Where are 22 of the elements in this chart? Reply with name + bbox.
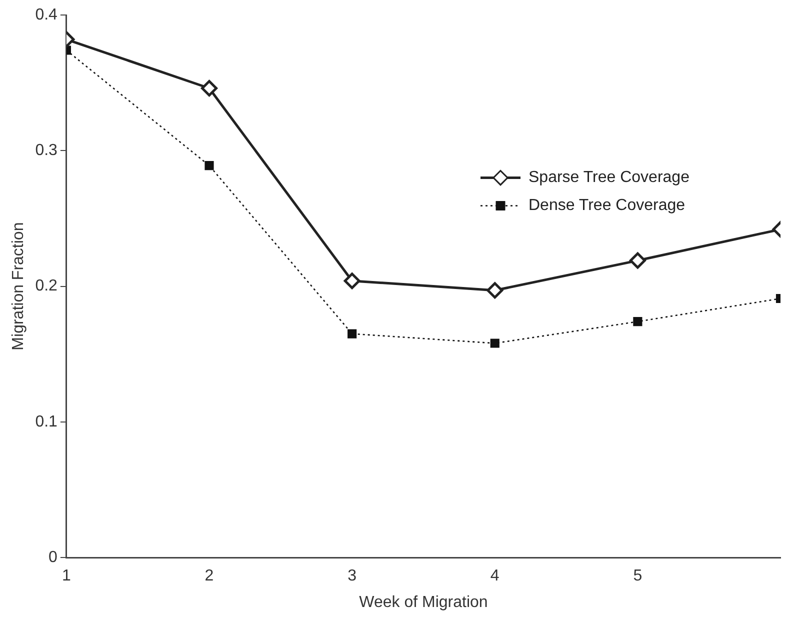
y-tick-label: 0.2 bbox=[35, 278, 58, 295]
y-tick-label: 0 bbox=[48, 549, 58, 566]
legend-label: Dense Tree Coverage bbox=[528, 197, 686, 214]
y-tick-label: 0.3 bbox=[35, 142, 58, 160]
x-tick-label: 4 bbox=[490, 568, 500, 585]
point bbox=[486, 282, 504, 299]
y-tick-label: 0.1 bbox=[35, 413, 58, 430]
point bbox=[204, 161, 214, 170]
point bbox=[633, 317, 642, 326]
y-axis-title: Migration Fraction bbox=[10, 222, 28, 350]
point bbox=[344, 272, 360, 290]
y-tick-label: 0.4 bbox=[35, 6, 58, 24]
point bbox=[348, 329, 357, 338]
x-tick-label: 5 bbox=[633, 568, 642, 585]
legend-label: Sparse Tree Coverage bbox=[528, 169, 690, 186]
point bbox=[201, 80, 218, 96]
x-tick-label: 1 bbox=[62, 568, 71, 585]
point bbox=[629, 252, 646, 269]
x-tick-label: 3 bbox=[348, 568, 357, 585]
x-tick-label: 2 bbox=[204, 568, 214, 585]
x-axis-title: Week of Migration bbox=[359, 594, 488, 611]
point bbox=[490, 338, 500, 348]
